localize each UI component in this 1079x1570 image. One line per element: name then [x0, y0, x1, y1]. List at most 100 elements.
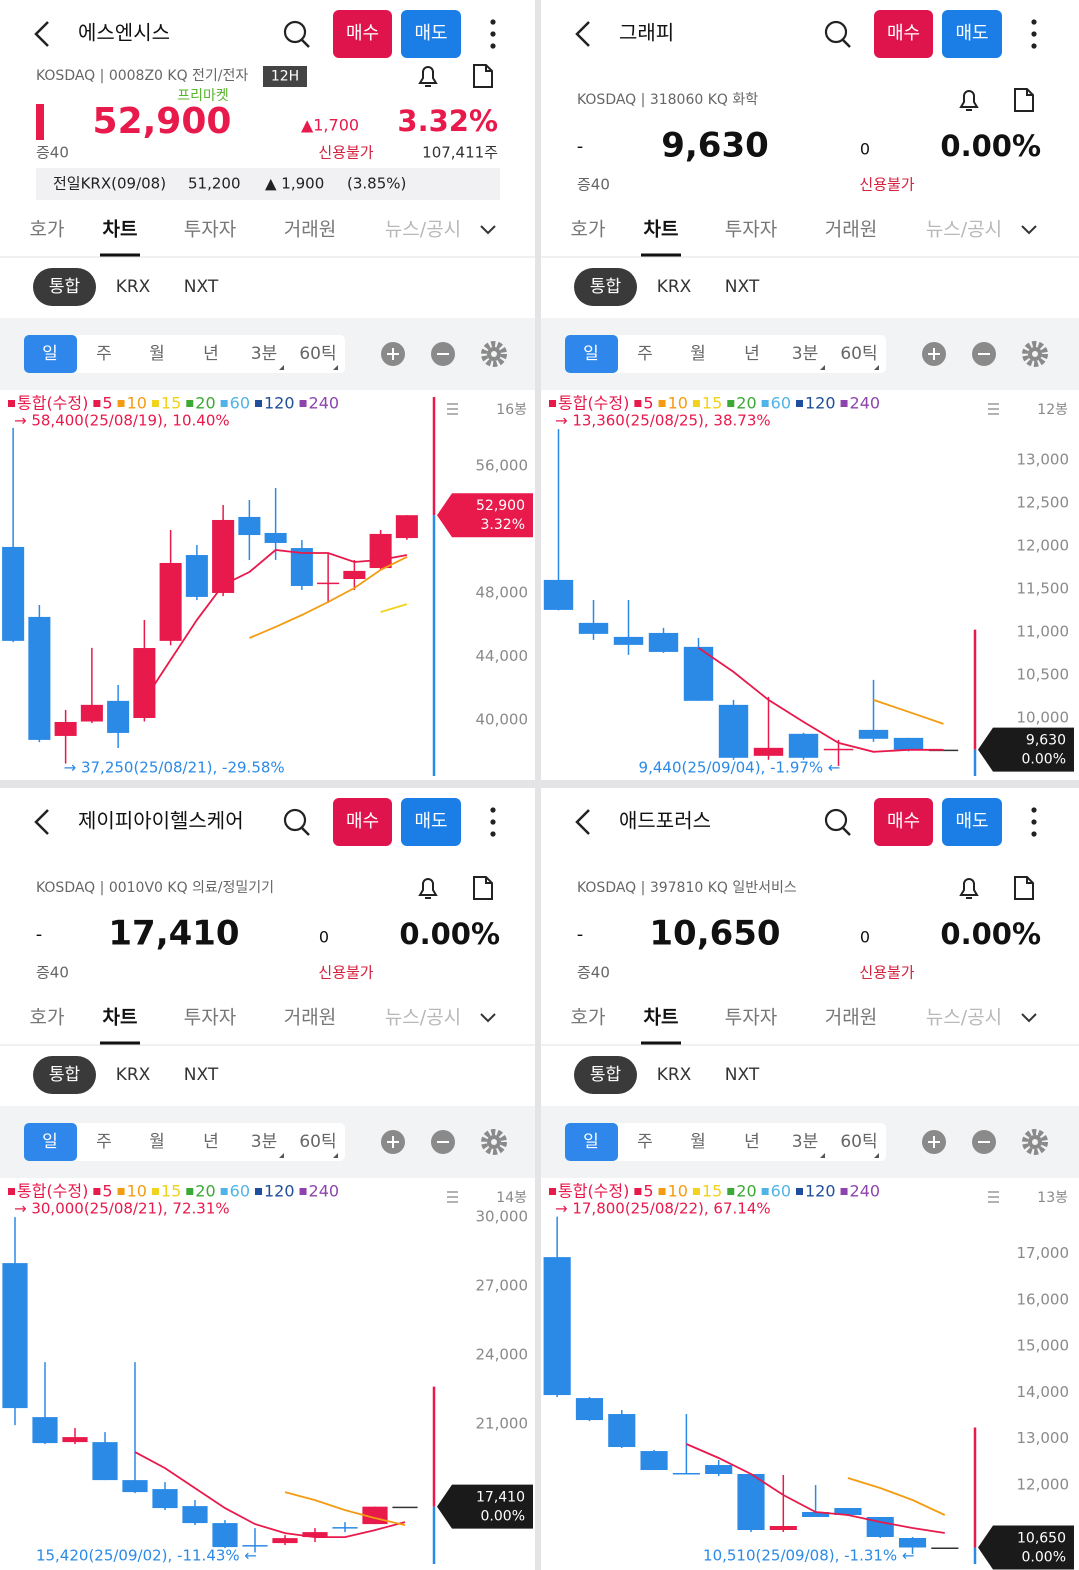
period-option[interactable]: 월 [149, 1132, 165, 1152]
tab[interactable]: 호가 [571, 1007, 606, 1029]
market-option[interactable]: 통합 [49, 1065, 81, 1085]
more-menu-dot[interactable] [490, 31, 496, 37]
period-option[interactable]: 주 [637, 344, 653, 364]
period-option[interactable]: 월 [690, 1132, 706, 1152]
more-menu-dot[interactable] [1031, 819, 1037, 825]
chart-menu[interactable] [447, 1191, 458, 1203]
more-menu-dot[interactable] [1031, 19, 1037, 25]
period-option[interactable]: 60틱 [299, 344, 336, 364]
alert-icon[interactable] [959, 90, 979, 111]
period-option[interactable]: 60틱 [299, 1132, 336, 1152]
period-option[interactable]: 일 [42, 1132, 58, 1152]
period-selected[interactable] [24, 335, 77, 373]
market-option[interactable]: NXT [725, 277, 760, 297]
tab-expand[interactable] [1021, 225, 1037, 235]
tab[interactable]: 차트 [644, 1007, 679, 1029]
document-icon[interactable] [1014, 876, 1034, 900]
search-icon[interactable] [824, 808, 848, 832]
back-button[interactable] [575, 809, 590, 835]
more-menu-dot[interactable] [1031, 43, 1037, 49]
sell-button[interactable] [942, 10, 1002, 58]
search-icon[interactable] [283, 808, 307, 832]
market-option[interactable]: 통합 [49, 277, 81, 297]
more-menu-dot[interactable] [1031, 31, 1037, 37]
tab[interactable]: 투자자 [184, 1007, 236, 1029]
period-option[interactable]: 일 [583, 1132, 599, 1152]
tab[interactable]: 투자자 [184, 219, 236, 241]
sell-button[interactable] [942, 798, 1002, 846]
settings-gear[interactable] [1022, 341, 1048, 367]
tab[interactable]: 뉴스/공시 [385, 219, 461, 241]
period-option[interactable]: 년 [203, 1132, 219, 1152]
period-option[interactable]: 60틱 [840, 344, 877, 364]
market-pill-selected[interactable] [574, 268, 637, 306]
buy-button[interactable] [333, 798, 392, 846]
period-selected[interactable] [565, 335, 618, 373]
period-option[interactable]: 3분 [251, 344, 277, 364]
settings-gear[interactable] [1022, 1129, 1048, 1155]
alert-icon[interactable] [959, 878, 979, 899]
tab[interactable]: 차트 [103, 1007, 138, 1029]
tab[interactable]: 차트 [644, 219, 679, 241]
document-icon[interactable] [473, 876, 493, 900]
tab[interactable]: 뉴스/공시 [926, 1007, 1002, 1029]
market-option[interactable]: KRX [657, 1065, 692, 1085]
period-option[interactable]: 월 [690, 344, 706, 364]
period-option[interactable]: 3분 [792, 344, 818, 364]
period-option[interactable]: 3분 [792, 1132, 818, 1152]
period-option[interactable]: 60틱 [840, 1132, 877, 1152]
chart-menu[interactable] [988, 403, 999, 415]
period-option[interactable]: 월 [149, 344, 165, 364]
more-menu-dot[interactable] [490, 819, 496, 825]
period-option[interactable]: 주 [637, 1132, 653, 1152]
more-menu-dot[interactable] [490, 831, 496, 837]
more-menu-dot[interactable] [490, 43, 496, 49]
settings-gear[interactable] [481, 341, 507, 367]
back-button[interactable] [34, 809, 49, 835]
more-menu-dot[interactable] [490, 807, 496, 813]
search-icon[interactable] [283, 20, 307, 44]
tab-expand[interactable] [1021, 1013, 1037, 1023]
tab[interactable]: 거래원 [825, 1007, 877, 1029]
tab[interactable]: 투자자 [725, 1007, 777, 1029]
market-pill-selected[interactable] [574, 1056, 637, 1094]
tab[interactable]: 뉴스/공시 [926, 219, 1002, 241]
period-selected[interactable] [565, 1123, 618, 1161]
sell-button[interactable] [401, 798, 461, 846]
buy-button[interactable] [874, 10, 933, 58]
settings-gear[interactable] [481, 1129, 507, 1155]
period-option[interactable]: 3분 [251, 1132, 277, 1152]
tab[interactable]: 호가 [30, 219, 65, 241]
period-option[interactable]: 주 [96, 344, 112, 364]
tab[interactable]: 호가 [30, 1007, 65, 1029]
market-option[interactable]: NXT [184, 277, 219, 297]
period-selected[interactable] [24, 1123, 77, 1161]
period-option[interactable]: 년 [744, 344, 760, 364]
alert-icon[interactable] [418, 878, 438, 899]
period-option[interactable]: 주 [96, 1132, 112, 1152]
tab[interactable]: 거래원 [284, 1007, 336, 1029]
back-button[interactable] [34, 21, 49, 47]
market-option[interactable]: KRX [116, 277, 151, 297]
market-option[interactable]: 통합 [590, 1065, 622, 1085]
market-pill-selected[interactable] [33, 1056, 96, 1094]
document-icon[interactable] [1014, 88, 1034, 112]
tab[interactable]: 차트 [103, 219, 138, 241]
document-icon[interactable] [473, 64, 493, 88]
period-option[interactable]: 일 [42, 344, 58, 364]
tab-expand[interactable] [480, 225, 496, 235]
sell-button[interactable] [401, 10, 461, 58]
market-option[interactable]: NXT [725, 1065, 760, 1085]
chart-menu[interactable] [988, 1191, 999, 1203]
tab[interactable]: 뉴스/공시 [385, 1007, 461, 1029]
more-menu-dot[interactable] [490, 19, 496, 25]
more-menu-dot[interactable] [1031, 807, 1037, 813]
market-pill-selected[interactable] [33, 268, 96, 306]
buy-button[interactable] [333, 10, 392, 58]
tab[interactable]: 호가 [571, 219, 606, 241]
tab[interactable]: 거래원 [825, 219, 877, 241]
tab[interactable]: 거래원 [284, 219, 336, 241]
period-option[interactable]: 일 [583, 344, 599, 364]
buy-button[interactable] [874, 798, 933, 846]
market-option[interactable]: KRX [116, 1065, 151, 1085]
